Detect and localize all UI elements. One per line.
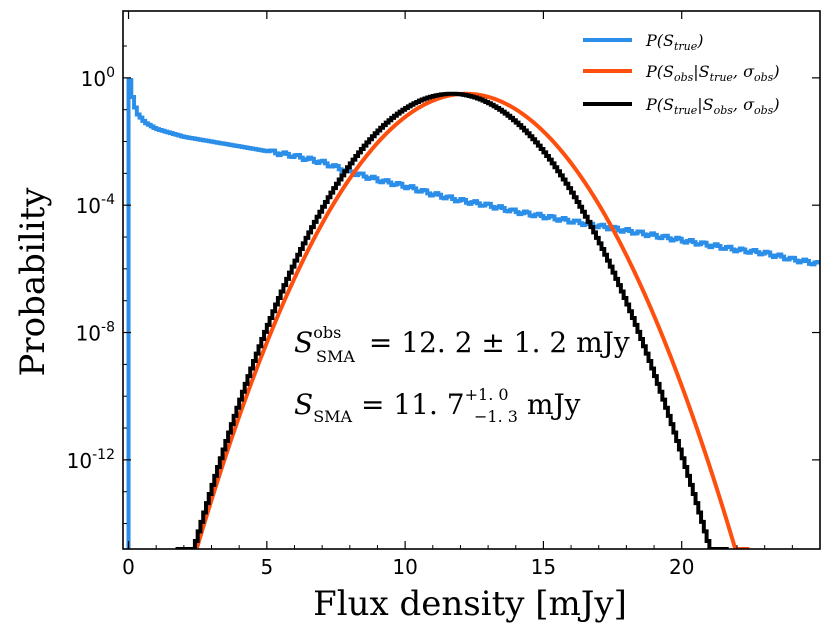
legend-label-p-true-given-obs: P(Strue|Sobs, σobs) [645,95,780,117]
y-tick-label: 10-4 [76,192,116,218]
annotation-deboosted-flux: SSMA = 11. 7+1. 0 −1. 3 mJy [294,385,581,426]
legend: P(Strue) P(Sobs|Strue, σobs) P(Strue|Sob… [583,31,780,117]
x-tick-label: 5 [260,555,273,579]
x-tick-label: 20 [669,555,694,579]
annotation-observed-flux: Sobs SMA = 12. 2 ± 1. 2 mJy [294,323,630,366]
x-tick-label: 15 [531,555,556,579]
x-axis-label: Flux density [mJy] [313,584,627,624]
legend-label-p-obs: P(Sobs|Strue, σobs) [645,62,780,84]
y-tick-label: 100 [81,65,115,91]
x-tick-label: 0 [122,555,135,579]
y-tick-label: 10-12 [67,447,115,473]
plot-frame [122,10,821,550]
y-axis-label: Probability [13,187,53,377]
y-tick-label: 10-8 [76,320,115,346]
legend-label-p-true: P(Strue) [645,31,704,53]
series-p-true-given-obs-line [175,91,729,549]
x-tick-label: 10 [392,555,417,579]
series-p-true-line [126,77,820,549]
